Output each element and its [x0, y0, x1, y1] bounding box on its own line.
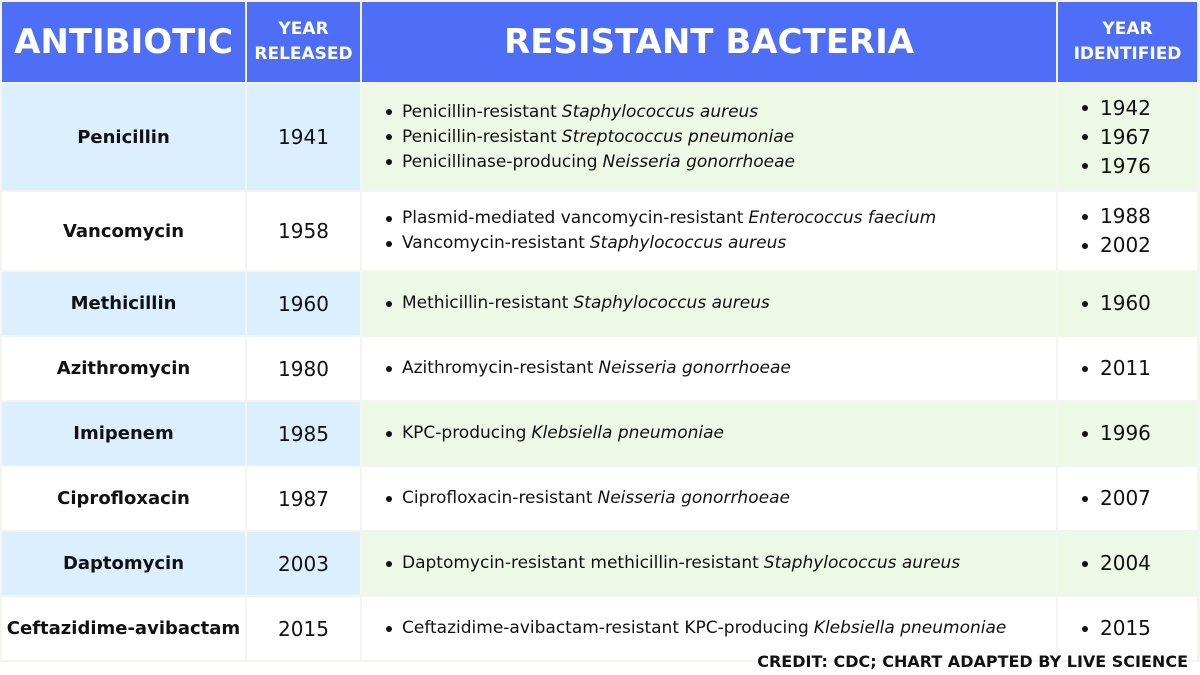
- bacteria-item: Plasmid-mediated vancomycin-resistant Ent…: [386, 206, 936, 231]
- bacteria-item: Penicillinase-producing Neisseria gonorrh…: [386, 150, 795, 175]
- year-released-cell: 1987: [247, 467, 360, 530]
- bacteria-cell: KPC-producing Klebsiella pneumoniae: [362, 402, 1056, 465]
- antibiotic-cell: Imipenem: [2, 402, 245, 465]
- bacteria-text: Penicillinase-producing: [402, 151, 598, 172]
- year-released-cell: 2003: [247, 532, 360, 595]
- year-identified: 2015: [1082, 614, 1151, 643]
- bacteria-list: Ciprofloxacin-resistant Neisseria gonorrh…: [386, 486, 790, 511]
- bacteria-text: Methicillin-resistant: [402, 293, 569, 313]
- year-identified: 1942: [1082, 94, 1151, 123]
- bacteria-item: Ceftazidime-avibactam-resistant KPC-prod…: [386, 616, 1006, 641]
- bacteria-cell: Penicillin-resistant Staphylococcus aureu…: [362, 84, 1056, 190]
- bacteria-species: Staphylococcus aureus: [573, 293, 770, 313]
- year-list: 1996: [1082, 419, 1151, 448]
- bacteria-list: Penicillin-resistant Staphylococcus aureu…: [386, 100, 795, 175]
- year-identified: 1967: [1082, 123, 1151, 152]
- bacteria-cell: Azithromycin-resistant Neisseria gonorrho…: [362, 337, 1056, 400]
- bacteria-text: Daptomycin-resistant methicillin-resista…: [402, 553, 759, 573]
- bacteria-item: Penicillin-resistant Staphylococcus aureu…: [386, 100, 795, 125]
- year-identified: 2004: [1082, 549, 1151, 578]
- bacteria-text: Penicillin-resistant: [402, 126, 557, 147]
- year-released-cell: 1941: [247, 84, 360, 190]
- bacteria-cell: Ciprofloxacin-resistant Neisseria gonorrh…: [362, 467, 1056, 530]
- bacteria-list: KPC-producing Klebsiella pneumoniae: [386, 421, 724, 446]
- year-list: 2004: [1082, 549, 1151, 578]
- header-cell: RESISTANT BACTERIA: [362, 2, 1056, 82]
- year-identified-cell: 1988 2002: [1058, 192, 1197, 270]
- bacteria-item: KPC-producing Klebsiella pneumoniae: [386, 421, 724, 446]
- year-list: 1960: [1082, 289, 1151, 318]
- header-cell: YEAR IDENTIFIED: [1058, 2, 1197, 82]
- bacteria-item: Vancomycin-resistant Staphylococcus aureu…: [386, 231, 936, 256]
- bacteria-list: Plasmid-mediated vancomycin-resistant Ent…: [386, 206, 936, 256]
- bacteria-cell: Methicillin-resistant Staphylococcus aure…: [362, 272, 1056, 335]
- year-identified: 2007: [1082, 484, 1151, 513]
- bacteria-species: Streptococcus pneumoniae: [561, 126, 795, 147]
- bacteria-species: Enterococcus faecium: [748, 208, 937, 228]
- bacteria-text: Penicillin-resistant: [402, 101, 557, 122]
- year-identified: 1960: [1082, 289, 1151, 318]
- header-cell: ANTIBIOTIC: [2, 2, 245, 82]
- bacteria-species: Staphylococcus aureus: [561, 101, 759, 122]
- year-identified: 2011: [1082, 354, 1151, 383]
- bacteria-species: Neisseria gonorrhoeae: [597, 488, 790, 508]
- bacteria-list: Daptomycin-resistant methicillin-resista…: [386, 551, 960, 576]
- bacteria-species: Neisseria gonorrhoeae: [602, 151, 795, 172]
- bacteria-text: Ciprofloxacin-resistant: [402, 488, 593, 508]
- year-released-cell: 1980: [247, 337, 360, 400]
- credit: CREDIT: CDC; CHART ADAPTED BY LIVE SCIEN…: [757, 652, 1188, 671]
- bacteria-text: Ceftazidime-avibactam-resistant KPC-prod…: [402, 618, 809, 638]
- bacteria-text: Vancomycin-resistant: [402, 233, 585, 253]
- antibiotic-cell: Ciprofloxacin: [2, 467, 245, 530]
- bacteria-cell: Plasmid-mediated vancomycin-resistant Ent…: [362, 192, 1056, 270]
- bacteria-cell: Daptomycin-resistant methicillin-resista…: [362, 532, 1056, 595]
- year-identified-cell: 1996: [1058, 402, 1197, 465]
- bacteria-list: Ceftazidime-avibactam-resistant KPC-prod…: [386, 616, 1006, 641]
- antibiotic-cell: Penicillin: [2, 84, 245, 190]
- year-released-cell: 1985: [247, 402, 360, 465]
- bacteria-species: Staphylococcus aureus: [589, 233, 787, 253]
- year-list: 1942 1967 1976: [1082, 94, 1151, 181]
- bacteria-text: Plasmid-mediated vancomycin-resistant: [402, 208, 744, 228]
- bacteria-item: Penicillin-resistant Streptococcus pneumo…: [386, 125, 795, 150]
- year-identified: 1976: [1082, 152, 1151, 181]
- year-identified: 1988: [1082, 202, 1151, 231]
- antibiotic-cell: Ceftazidime-avibactam: [2, 597, 245, 660]
- antibiotic-cell: Methicillin: [2, 272, 245, 335]
- year-released-cell: 1960: [247, 272, 360, 335]
- bacteria-item: Azithromycin-resistant Neisseria gonorrho…: [386, 356, 791, 381]
- bacteria-text: KPC-producing: [402, 423, 527, 443]
- year-identified-cell: 2015: [1058, 597, 1197, 660]
- year-released-cell: 2015: [247, 597, 360, 660]
- year-identified-cell: 1960: [1058, 272, 1197, 335]
- year-list: 1988 2002: [1082, 202, 1151, 260]
- bacteria-list: Azithromycin-resistant Neisseria gonorrho…: [386, 356, 791, 381]
- bacteria-species: Klebsiella pneumoniae: [813, 618, 1007, 638]
- year-identified-cell: 2011: [1058, 337, 1197, 400]
- year-identified: 2002: [1082, 231, 1151, 260]
- year-list: 2015: [1082, 614, 1151, 643]
- bacteria-cell: Ceftazidime-avibactam-resistant KPC-prod…: [362, 597, 1056, 660]
- year-identified-cell: 2004: [1058, 532, 1197, 595]
- header-cell: YEAR RELEASED: [247, 2, 360, 82]
- year-list: 2011: [1082, 354, 1151, 383]
- year-released-cell: 1958: [247, 192, 360, 270]
- bacteria-list: Methicillin-resistant Staphylococcus aure…: [386, 291, 770, 316]
- bacteria-item: Methicillin-resistant Staphylococcus aure…: [386, 291, 770, 316]
- antibiotic-cell: Vancomycin: [2, 192, 245, 270]
- bacteria-item: Daptomycin-resistant methicillin-resista…: [386, 551, 960, 576]
- bacteria-text: Azithromycin-resistant: [402, 358, 594, 378]
- antibiotic-cell: Azithromycin: [2, 337, 245, 400]
- bacteria-item: Ciprofloxacin-resistant Neisseria gonorrh…: [386, 486, 790, 511]
- bacteria-species: Staphylococcus aureus: [763, 553, 961, 573]
- antibiotic-cell: Daptomycin: [2, 532, 245, 595]
- year-identified: 1996: [1082, 419, 1151, 448]
- year-identified-cell: 1942 1967 1976: [1058, 84, 1197, 190]
- bacteria-species: Klebsiella pneumoniae: [531, 423, 724, 443]
- year-list: 2007: [1082, 484, 1151, 513]
- year-identified-cell: 2007: [1058, 467, 1197, 530]
- bacteria-species: Neisseria gonorrhoeae: [598, 358, 791, 378]
